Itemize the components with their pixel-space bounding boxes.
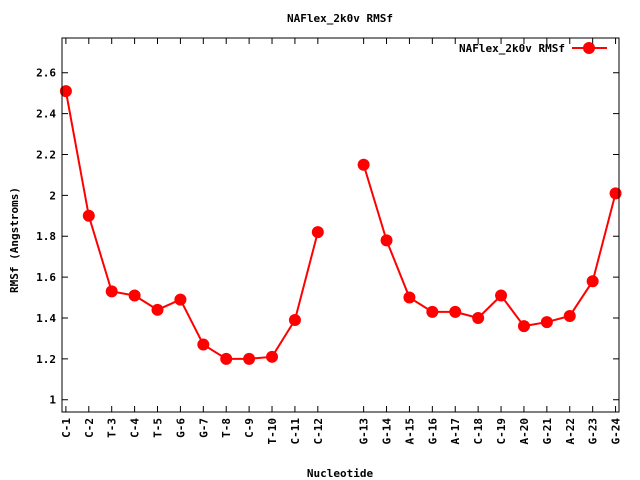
x-tick-label: G-6 [174,418,187,438]
x-tick-label: T-5 [152,418,165,438]
x-tick-label: T-8 [220,418,233,438]
x-tick-label: A-20 [518,418,531,445]
data-point-C-2 [82,209,95,222]
legend: NAFlex_2k0v RMSf [459,42,607,55]
x-tick-label: C-4 [129,418,142,438]
x-tick-label: G-13 [358,418,371,445]
data-point-G-21 [540,316,553,329]
legend-marker [583,42,595,54]
x-tick-label: T-10 [266,418,279,445]
y-tick-label: 1.6 [36,271,56,284]
y-tick-label: 1.4 [36,312,56,325]
x-tick-label: C-19 [495,418,508,445]
y-axis-label: RMSf (Angstroms) [8,187,21,293]
data-point-G-23 [586,275,599,288]
data-point-C-4 [128,289,141,302]
data-point-C-18 [472,311,485,324]
x-tick-label: C-2 [83,418,96,438]
y-tick-label: 1.2 [36,353,56,366]
y-tick-label: 2.2 [36,148,56,161]
data-point-C-11 [288,314,301,327]
y-tick-label: 2.4 [36,108,56,121]
x-tick-label: A-17 [449,418,462,445]
data-point-G-7 [197,338,210,351]
x-tick-label: G-21 [541,418,554,445]
data-point-G-24 [609,187,622,200]
x-tick-label: G-14 [381,418,394,445]
data-point-A-20 [517,320,530,333]
data-point-G-6 [174,293,187,306]
series-line [362,164,617,328]
x-tick-label: G-24 [610,418,623,445]
plot-frame [61,37,620,413]
x-tick-label: C-18 [472,418,485,445]
data-point-C-19 [495,289,508,302]
data-point-T-10 [266,350,279,363]
legend-label: NAFlex_2k0v RMSf [459,42,565,55]
data-point-C-12 [311,226,324,239]
data-point-C-9 [243,352,256,365]
data-point-T-3 [105,285,118,298]
y-tick-label: 1 [49,394,56,407]
y-tick-label: 1.8 [36,230,56,243]
x-tick-label: T-3 [106,418,119,438]
y-tick-label: 2.6 [36,67,56,80]
x-tick-label: A-15 [403,418,416,445]
x-tick-label: G-23 [587,418,600,445]
x-axis-label: Nucleotide [307,467,374,480]
series-line [64,90,319,360]
data-point-T-8 [220,352,233,365]
x-tick-label: C-12 [312,418,325,445]
data-point-G-13 [357,158,370,171]
chart-title: NAFlex_2k0v RMSf [287,12,393,25]
data-point-G-16 [426,305,439,318]
data-point-A-17 [449,305,462,318]
x-tick-label: C-1 [60,418,73,438]
y-tick-label: 2 [49,189,56,202]
data-point-A-15 [403,291,416,304]
x-tick-label: C-9 [243,418,256,438]
x-tick-label: G-7 [197,418,210,438]
data-point-G-14 [380,234,393,247]
data-point-A-22 [563,309,576,322]
data-point-C-1 [59,85,72,98]
x-tick-label: A-22 [564,418,577,445]
x-tick-label: G-16 [426,418,439,445]
data-point-T-5 [151,303,164,316]
x-tick-label: C-11 [289,418,302,445]
